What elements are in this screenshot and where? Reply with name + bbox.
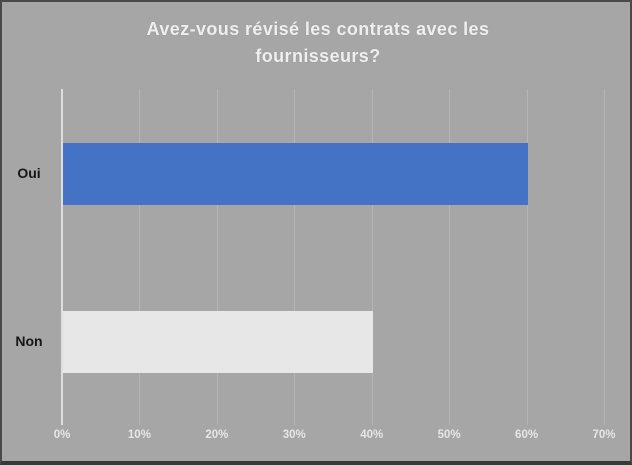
category-label-non: Non xyxy=(15,333,43,349)
x-tick-label: 60% xyxy=(515,429,539,441)
x-tick-label: 50% xyxy=(437,429,461,441)
x-tick-label: 70% xyxy=(592,429,616,441)
x-tick-label: 20% xyxy=(205,429,229,441)
x-tick-label: 30% xyxy=(282,429,306,441)
gridline xyxy=(139,89,141,425)
gridline xyxy=(294,89,296,425)
gridline xyxy=(526,89,528,425)
value-axis-line xyxy=(61,89,63,425)
plot-area xyxy=(61,89,605,425)
bar-oui xyxy=(63,143,528,205)
gridline xyxy=(449,89,451,425)
x-tick-label: 0% xyxy=(53,429,71,441)
x-tick-label: 10% xyxy=(127,429,151,441)
category-label-oui: Oui xyxy=(17,165,41,181)
x-tick-label: 40% xyxy=(360,429,384,441)
gridline xyxy=(216,89,218,425)
gridline xyxy=(604,89,605,425)
gridline xyxy=(371,89,373,425)
chart-title: Avez-vous révisé les contrats avec les f… xyxy=(146,19,490,66)
bar-non xyxy=(63,311,373,373)
